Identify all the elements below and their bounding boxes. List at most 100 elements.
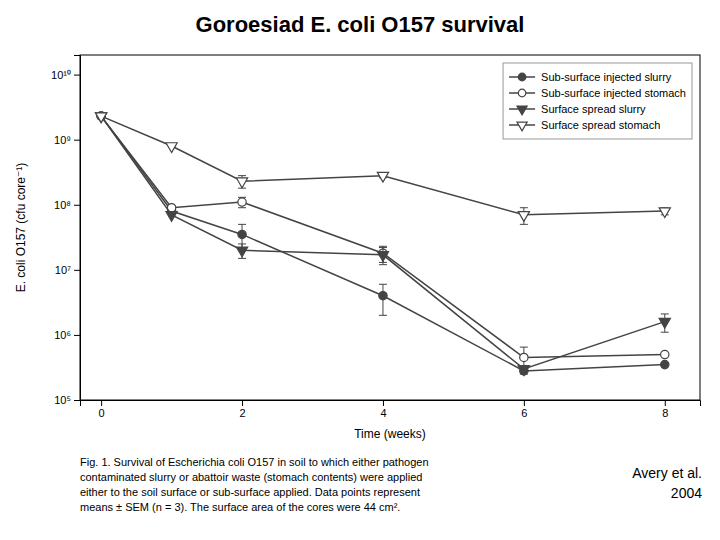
point-marker <box>661 350 669 358</box>
error-bar-cap <box>379 264 387 265</box>
legend-item: Sub-surface injected slurry <box>509 71 672 83</box>
point-marker <box>379 292 387 300</box>
point-marker <box>659 318 670 328</box>
x-tick: 6 <box>521 400 527 419</box>
y-tick-mark <box>74 140 80 141</box>
caption: Fig. 1. Survival of Escherichia coli O15… <box>80 456 429 513</box>
point-marker <box>377 172 388 182</box>
legend-label: Sub-surface injected stomach <box>541 87 686 99</box>
chart-container: Goroesiad E. coli O157 survival0246810⁵1… <box>0 0 720 540</box>
error-bar <box>238 197 246 207</box>
legend-box <box>503 63 692 139</box>
error-bar-cap <box>238 224 246 225</box>
y-tick-label: 10⁹ <box>54 134 71 146</box>
point-marker <box>520 353 528 361</box>
legend-swatch-marker <box>518 73 526 81</box>
point-marker <box>238 198 246 206</box>
y-tick-label: 10⁶ <box>54 329 71 341</box>
legend-item: Surface spread slurry <box>509 103 646 115</box>
citation: Avery et al. 2004 <box>632 465 702 501</box>
series-line <box>101 116 665 369</box>
error-bar-cap <box>379 246 387 247</box>
y-tick: 10⁷ <box>55 264 80 276</box>
x-tick-mark <box>242 400 243 406</box>
y-axis: 10⁵ 10⁶ 10⁷ 10⁸ 10⁹ 10¹⁰ <box>51 56 80 407</box>
error-bar-cap <box>520 224 528 225</box>
y-tick: 10¹⁰ <box>51 69 80 81</box>
caption-line: Fig. 1. Survival of Escherichia coli O15… <box>80 456 429 468</box>
y-tick-mark <box>74 270 80 271</box>
chart-title: Goroesiad E. coli O157 survival <box>196 12 525 37</box>
point-marker <box>236 178 247 188</box>
x-tick: 2 <box>239 400 245 419</box>
x-axis: 0 2 4 6 8 <box>81 400 701 419</box>
y-tick: 10⁸ <box>54 199 80 211</box>
x-tick-mark <box>383 400 384 406</box>
point-marker <box>96 113 107 123</box>
x-tick: 0 <box>99 400 105 419</box>
legend-item: Surface spread stomach <box>509 119 660 131</box>
point-marker <box>377 252 388 262</box>
error-bar-cap <box>238 207 246 208</box>
plot-area: 0 2 4 6 8 10⁵ 10⁶ 10⁷ 10⁸ 10⁹ 10¹⁰ Time (weeks) E. c… <box>14 55 701 441</box>
error-bar-cap <box>379 284 387 285</box>
x-tick-label: 0 <box>99 407 105 419</box>
legend-swatch-marker <box>517 122 527 131</box>
series-line <box>101 116 665 357</box>
point-marker <box>518 212 529 222</box>
x-tick-label: 4 <box>380 407 386 419</box>
error-bar-cap <box>661 332 669 333</box>
y-axis-title: E. coli O157 (cfu core⁻¹) <box>14 163 28 293</box>
series <box>96 113 671 376</box>
x-axis-line <box>81 401 701 407</box>
x-tick-label: 2 <box>239 407 245 419</box>
error-bar-cap <box>379 315 387 316</box>
legend-item: Sub-surface injected stomach <box>509 87 686 99</box>
error-bar-cap <box>238 258 246 259</box>
y-tick: 10⁵ <box>54 394 80 406</box>
x-tick: 4 <box>380 400 386 419</box>
y-tick-mark <box>74 205 80 206</box>
y-tick: 10⁹ <box>54 134 80 146</box>
x-tick-mark <box>524 400 525 406</box>
error-bar-cap <box>661 313 669 314</box>
error-bar-cap <box>520 207 528 208</box>
point-marker <box>166 143 177 153</box>
series-line <box>101 116 665 371</box>
error-bar-cap <box>520 347 528 348</box>
x-tick-mark <box>665 400 666 406</box>
legend-swatch-marker <box>517 106 527 115</box>
caption-line: means ± SEM (n = 3). The surface area of… <box>80 501 400 513</box>
x-tick-mark <box>101 400 102 406</box>
series <box>97 112 669 375</box>
x-tick-label: 6 <box>521 407 527 419</box>
error-bar-cap <box>379 247 387 248</box>
error-bar-cap <box>238 175 246 176</box>
series <box>96 113 671 224</box>
point-marker <box>518 366 529 376</box>
series <box>97 112 669 374</box>
citation-line: Avery et al. <box>632 465 702 481</box>
y-tick-label: 10¹⁰ <box>51 69 71 81</box>
x-axis-title: Time (weeks) <box>354 427 426 441</box>
point-marker <box>236 247 247 257</box>
citation-line: 2004 <box>671 485 702 501</box>
error-bar <box>379 284 387 315</box>
legend: Sub-surface injected slurry Sub-surface i… <box>503 63 692 139</box>
legend-label: Surface spread stomach <box>541 119 660 131</box>
point-marker <box>166 212 177 222</box>
legend-label: Surface spread slurry <box>541 103 646 115</box>
y-tick-label: 10⁵ <box>54 394 71 406</box>
x-tick-label: 8 <box>662 407 668 419</box>
point-marker <box>238 230 246 238</box>
plot-frame <box>80 55 700 400</box>
chart-svg: Goroesiad E. coli O157 survival0246810⁵1… <box>0 0 720 540</box>
point-marker <box>661 360 669 368</box>
y-tick-mark <box>74 335 80 336</box>
legend-label: Sub-surface injected slurry <box>541 71 672 83</box>
caption-line: contaminated slurry or abattoir waste (s… <box>80 471 422 483</box>
caption-line: either to the soil surface or sub-surfac… <box>80 486 420 498</box>
error-bar-cap <box>238 243 246 244</box>
y-tick: 10⁶ <box>54 329 80 341</box>
y-tick-label: 10⁸ <box>54 199 71 211</box>
